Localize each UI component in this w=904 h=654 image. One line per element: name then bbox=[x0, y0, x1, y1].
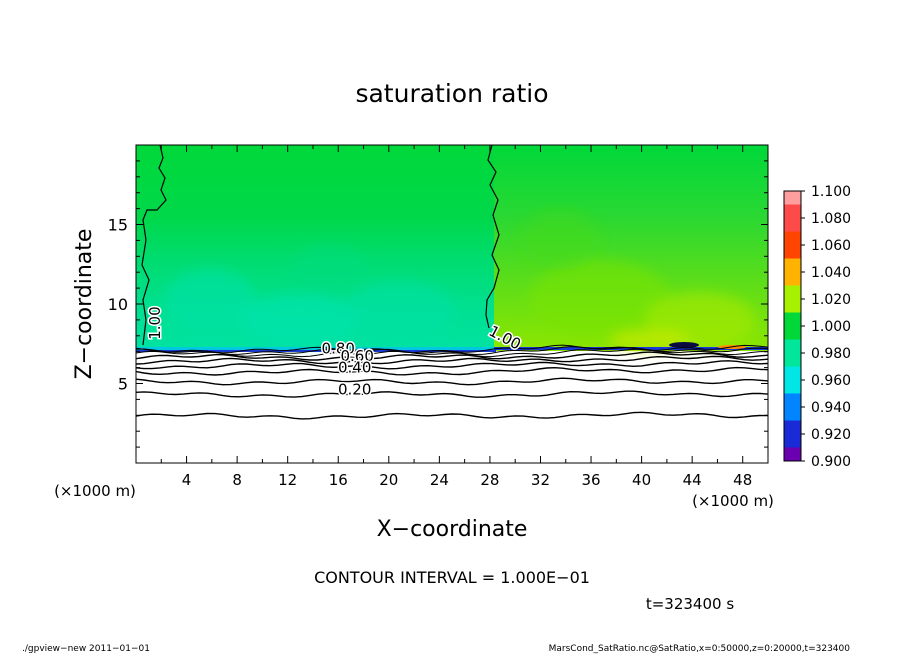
x-unit-label-left: (×1000 m) bbox=[54, 482, 136, 500]
x-tick-label: 16 bbox=[329, 471, 348, 489]
x-tick-label: 28 bbox=[480, 471, 499, 489]
colorbar-segment bbox=[784, 272, 801, 286]
cloud-base-band bbox=[136, 347, 496, 350]
colorbar-segment bbox=[784, 245, 801, 259]
x-tick-label: 4 bbox=[182, 471, 192, 489]
contour-line bbox=[136, 351, 768, 361]
colorbar-segment bbox=[784, 420, 801, 434]
plot-area bbox=[136, 145, 768, 463]
colorbar-segment bbox=[784, 339, 801, 353]
time-label: t=323400 s bbox=[646, 595, 734, 613]
colorbar-label: 0.960 bbox=[811, 373, 851, 389]
contour-line bbox=[136, 390, 768, 398]
colorbar-segment bbox=[784, 393, 801, 407]
colorbar-segment bbox=[784, 326, 801, 340]
colorbar-segment bbox=[784, 434, 801, 448]
cloud-base-dark-spot bbox=[669, 342, 699, 348]
x-tick-label: 36 bbox=[581, 471, 600, 489]
contour-line bbox=[136, 377, 768, 386]
contour-lines bbox=[136, 344, 768, 420]
colorbar-segment bbox=[784, 312, 801, 326]
x-tick-label: 8 bbox=[232, 471, 242, 489]
chart-title: saturation ratio bbox=[355, 79, 548, 108]
x-unit-label-right: (×1000 m) bbox=[692, 492, 774, 510]
colorbar-label: 1.020 bbox=[811, 292, 851, 308]
colorbar-label: 0.980 bbox=[811, 346, 851, 362]
contour-label: 0.80 bbox=[322, 339, 355, 357]
colorbar-segment bbox=[784, 218, 801, 232]
contour-line bbox=[136, 360, 768, 370]
colorbar-label: 0.900 bbox=[811, 454, 851, 470]
y-axis-ticks: 5 10 15 bbox=[108, 160, 768, 448]
contour-line bbox=[136, 346, 768, 356]
x-tick-label: 48 bbox=[733, 471, 752, 489]
colorbar-label: 1.080 bbox=[811, 211, 851, 227]
x-tick-label: 40 bbox=[632, 471, 651, 489]
y-tick-label: 5 bbox=[118, 375, 128, 394]
colorbar-segment bbox=[784, 366, 801, 380]
colorbar: 1.100 1.080 1.060 1.040 1.020 1.000 0.980 0.960… bbox=[783, 184, 851, 470]
colorbar-label: 0.920 bbox=[811, 427, 851, 443]
colorbar-segment bbox=[784, 407, 801, 421]
x-tick-label: 32 bbox=[531, 471, 550, 489]
y-tick-label: 10 bbox=[108, 295, 128, 314]
x-axis-label: X−coordinate bbox=[377, 517, 528, 542]
contour-label: 0.20 bbox=[338, 381, 371, 399]
colorbar-segment bbox=[784, 258, 801, 272]
heatmap-texture bbox=[165, 210, 755, 350]
contour-line bbox=[136, 348, 768, 358]
contour-line bbox=[136, 411, 768, 420]
colorbar-label: 1.040 bbox=[811, 265, 851, 281]
contour-labels: 1.00 1.000.800.600.400.20 bbox=[145, 305, 526, 400]
colorbar-label: 1.000 bbox=[811, 319, 851, 335]
colorbar-segment bbox=[784, 380, 801, 394]
colorbar-segment bbox=[784, 299, 801, 313]
x-tick-label: 20 bbox=[379, 471, 398, 489]
contour-label: 0.60 bbox=[340, 347, 373, 365]
y-tick-label: 15 bbox=[108, 216, 128, 235]
colorbar-segment bbox=[784, 204, 801, 218]
contour-label: 0.40 bbox=[338, 358, 371, 376]
colorbar-segment bbox=[784, 231, 801, 245]
cloud-base-band-dark bbox=[136, 350, 496, 352]
contour-interval-text: CONTOUR INTERVAL = 1.000E−01 bbox=[314, 568, 590, 587]
x-tick-label: 24 bbox=[430, 471, 449, 489]
x-tick-label: 12 bbox=[278, 471, 297, 489]
contour-line bbox=[136, 355, 768, 365]
contour-line bbox=[136, 366, 768, 376]
contour-line-1-00-mid bbox=[485, 145, 500, 329]
contour-line bbox=[136, 344, 768, 354]
colorbar-label: 1.100 bbox=[811, 184, 851, 200]
x-axis-ticks: 4 8 12 16 20 24 28 32 36 40 44 48 bbox=[160, 145, 752, 489]
contour-label: 1.00 bbox=[146, 306, 164, 339]
x-tick-label: 44 bbox=[683, 471, 702, 489]
y-axis-label: Z−coordinate bbox=[72, 229, 97, 380]
contour-line-1-00-left bbox=[141, 145, 167, 346]
colorbar-segment bbox=[784, 191, 801, 205]
colorbar-label: 0.940 bbox=[811, 400, 851, 416]
colorbar-segment bbox=[784, 447, 801, 461]
footer-left: ./gpview−new 2011−01−01 bbox=[22, 644, 150, 654]
colorbar-segment bbox=[784, 353, 801, 367]
colorbar-label: 1.060 bbox=[811, 238, 851, 254]
footer-right: MarsCond_SatRatio.nc@SatRatio,x=0:50000,… bbox=[549, 644, 851, 654]
colorbar-segment bbox=[784, 285, 801, 299]
